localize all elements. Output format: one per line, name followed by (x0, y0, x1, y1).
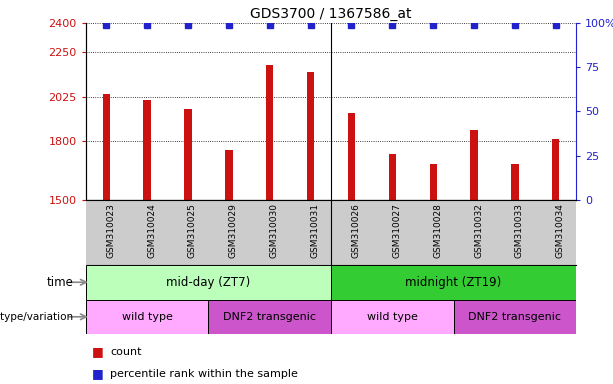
Text: GSM310034: GSM310034 (556, 203, 565, 258)
Text: GSM310024: GSM310024 (147, 203, 156, 258)
Text: GSM310030: GSM310030 (270, 203, 279, 258)
Text: mid-day (ZT7): mid-day (ZT7) (166, 276, 251, 289)
Text: GSM310029: GSM310029 (229, 203, 238, 258)
Text: ■: ■ (92, 367, 104, 381)
Text: wild type: wild type (122, 312, 172, 322)
Bar (389, 154, 396, 200)
Bar (331, 300, 454, 334)
Text: GSM310033: GSM310033 (515, 203, 524, 258)
Text: GSM310031: GSM310031 (311, 203, 319, 258)
Bar (266, 65, 273, 200)
Bar (331, 265, 576, 300)
Bar (470, 130, 478, 200)
Text: GSM310023: GSM310023 (106, 203, 115, 258)
Text: GSM310032: GSM310032 (474, 203, 483, 258)
Bar (454, 300, 576, 334)
Bar (208, 300, 331, 334)
Bar (511, 164, 519, 200)
Bar (348, 113, 355, 200)
Bar (552, 139, 560, 200)
Title: GDS3700 / 1367586_at: GDS3700 / 1367586_at (250, 7, 412, 21)
Text: GSM310025: GSM310025 (188, 203, 197, 258)
Bar (225, 150, 232, 200)
Bar (86, 265, 331, 300)
Bar (102, 94, 110, 200)
Text: midnight (ZT19): midnight (ZT19) (405, 276, 502, 289)
Text: time: time (47, 276, 74, 289)
Bar (86, 300, 208, 334)
Text: GSM310028: GSM310028 (433, 203, 442, 258)
Text: DNF2 transgenic: DNF2 transgenic (223, 312, 316, 322)
Bar (185, 109, 192, 200)
Text: ■: ■ (92, 345, 104, 358)
Bar (143, 99, 151, 200)
Text: DNF2 transgenic: DNF2 transgenic (468, 312, 562, 322)
Text: percentile rank within the sample: percentile rank within the sample (110, 369, 298, 379)
Text: count: count (110, 346, 142, 357)
Bar (307, 72, 314, 200)
Text: genotype/variation: genotype/variation (0, 312, 74, 322)
Text: GSM310027: GSM310027 (392, 203, 402, 258)
Bar (430, 164, 437, 200)
Text: GSM310026: GSM310026 (351, 203, 360, 258)
Text: wild type: wild type (367, 312, 417, 322)
